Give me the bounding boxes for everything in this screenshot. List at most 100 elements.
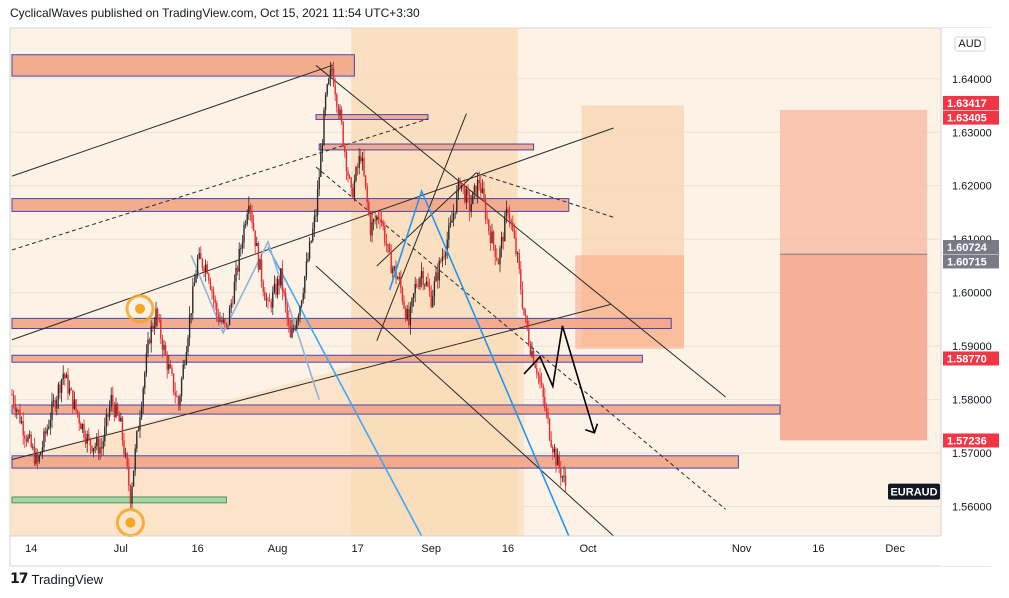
candle-body	[113, 405, 116, 417]
candle-body	[147, 339, 149, 354]
candle-body	[534, 364, 536, 369]
candle-body	[481, 188, 484, 193]
candle-body	[232, 303, 234, 305]
candle-body	[136, 431, 138, 449]
candle-body	[68, 388, 71, 394]
candle-body	[310, 240, 312, 243]
candle-body	[531, 351, 533, 356]
trendline-1	[11, 118, 429, 251]
candle-body	[390, 251, 392, 274]
symbol-label-text: EURAUD	[890, 487, 937, 499]
sr-zone-2	[11, 317, 672, 330]
candle-body	[512, 222, 514, 231]
candle-body	[297, 315, 300, 321]
cycle-circle-outer-0	[125, 294, 155, 324]
candle-body	[532, 351, 535, 365]
candle-body	[161, 338, 164, 350]
candle-body	[428, 286, 431, 292]
candle-body	[19, 410, 21, 423]
candle-body	[462, 184, 464, 186]
candle-body	[417, 286, 420, 287]
price-label-box-3	[943, 254, 999, 269]
candle-body	[94, 446, 96, 449]
candle-body	[123, 440, 125, 455]
candle-body	[288, 318, 290, 326]
candle-body	[486, 219, 488, 220]
y-tick-0: 1.64000	[952, 74, 992, 86]
price-label-box-1	[943, 110, 999, 125]
currency-badge	[954, 36, 986, 52]
candle-body	[478, 179, 480, 184]
x-tick-6: 16	[502, 543, 514, 555]
candle-body	[48, 426, 50, 429]
candle-body	[432, 296, 434, 307]
candle-body	[459, 179, 461, 189]
candle-body	[241, 242, 244, 249]
candle-body	[192, 286, 194, 314]
candle-body	[76, 410, 79, 415]
candle-body	[292, 328, 295, 330]
candle-body	[401, 288, 404, 302]
candle-body	[500, 236, 503, 249]
candle-body	[272, 291, 274, 308]
candle-body	[105, 414, 108, 427]
candle-body	[542, 385, 544, 397]
candle-body	[92, 448, 95, 452]
candle-body	[160, 319, 162, 339]
candle-body	[259, 259, 261, 270]
candle-body	[38, 454, 40, 462]
trendline-5	[315, 166, 726, 510]
candle-body	[516, 252, 519, 254]
candle-body	[352, 187, 354, 198]
candle-body	[499, 248, 501, 265]
y-tick-7: 1.57000	[952, 448, 992, 460]
candle-body	[345, 152, 348, 171]
candle-body	[403, 301, 405, 308]
candle-body	[470, 204, 472, 212]
candle-body	[195, 275, 197, 283]
candle-body	[563, 475, 565, 477]
y-tick-6: 1.58000	[952, 395, 992, 407]
candle-body	[416, 283, 418, 287]
candle-body	[86, 433, 88, 444]
candle-body	[550, 439, 552, 447]
candle-body	[360, 155, 362, 162]
candle-body	[448, 225, 450, 240]
candle-body	[185, 351, 188, 365]
candle-body	[17, 410, 20, 411]
candle-body	[236, 267, 239, 272]
candle-body	[528, 328, 530, 345]
candle-body	[553, 448, 556, 453]
candle-body	[507, 209, 509, 214]
candle-body	[558, 454, 560, 468]
candle-body	[436, 272, 439, 281]
candle-body	[81, 424, 84, 430]
candle-body	[214, 298, 216, 303]
symbol-label: EURAUD	[888, 483, 940, 500]
price-label-box-5	[943, 433, 999, 448]
candle-body	[276, 279, 279, 295]
candle-body	[166, 354, 168, 370]
candle-body	[326, 84, 328, 95]
candle-body	[513, 230, 516, 238]
candle-body	[131, 486, 133, 504]
candle-body	[464, 185, 466, 203]
candle-body	[336, 94, 338, 107]
candle-body	[251, 211, 253, 223]
candle-body	[385, 242, 388, 246]
candle-body	[41, 447, 44, 453]
candle-body	[496, 257, 498, 261]
x-tick-0: 14	[25, 543, 37, 555]
candle-body	[433, 281, 436, 297]
candle-body	[188, 315, 191, 338]
candle-body	[492, 231, 495, 246]
projection-line-light	[267, 246, 423, 537]
candle-body	[100, 447, 103, 449]
candle-body	[299, 306, 301, 316]
candle-body	[427, 281, 429, 287]
candle-body	[179, 396, 181, 406]
footer-brand[interactable]: 17 TradingView	[10, 571, 103, 587]
candle-body	[59, 384, 61, 393]
candle-body	[523, 307, 525, 315]
